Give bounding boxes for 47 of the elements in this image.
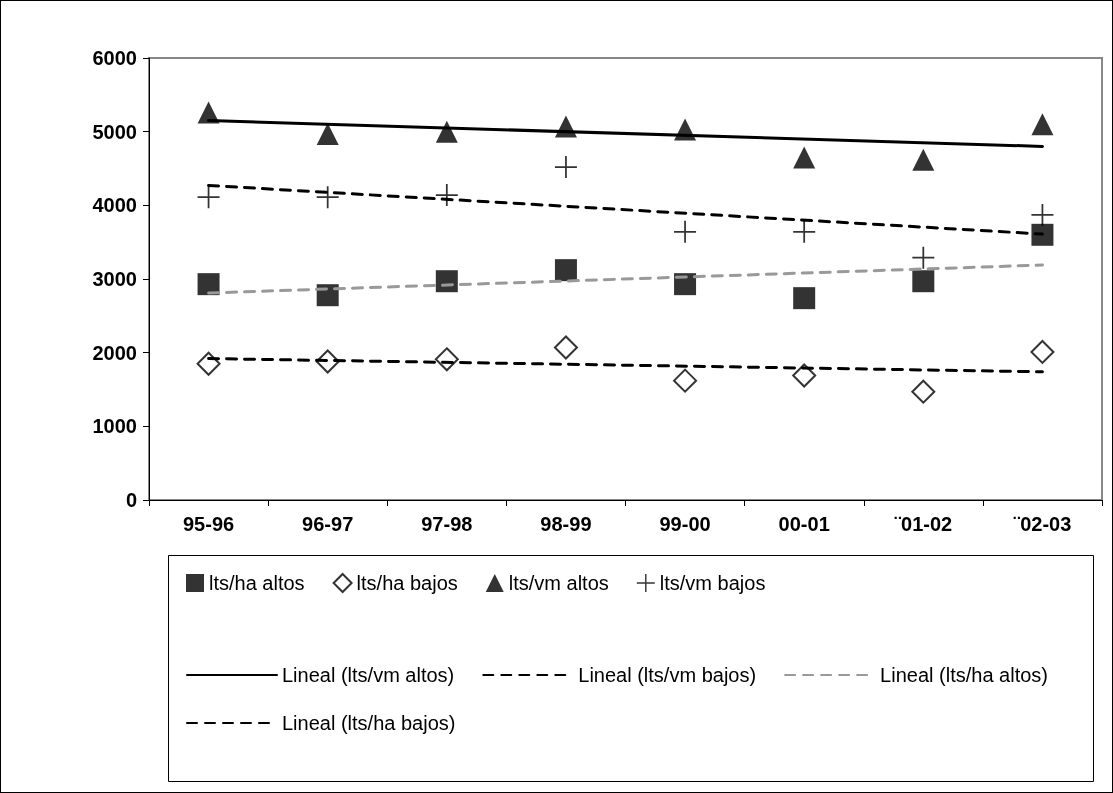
y-tick-label: 4000 <box>92 194 137 217</box>
y-tick-label: 2000 <box>92 341 137 364</box>
legend-label: Lineal (lts/vm altos) <box>282 664 455 686</box>
point <box>196 351 221 376</box>
legend-label: Lineal (lts/ha altos) <box>880 664 1048 686</box>
legend-label: lts/ha bajos <box>356 572 458 594</box>
point <box>1031 223 1054 246</box>
point <box>435 120 458 143</box>
point <box>1030 339 1055 364</box>
point <box>197 101 220 124</box>
x-tick-label: 00-01 <box>778 513 830 535</box>
legend-label: lts/vm altos <box>508 572 609 594</box>
y-tick-label: 5000 <box>92 120 137 143</box>
x-tick-label: 99-00 <box>659 513 711 535</box>
point <box>553 335 578 360</box>
y-tick-label: 0 <box>125 489 137 511</box>
point <box>1031 113 1054 136</box>
x-tick-label: ¨02-03 <box>1013 513 1072 535</box>
x-tick-label: ¨01-02 <box>894 513 953 535</box>
point <box>911 379 936 404</box>
point <box>793 220 816 243</box>
x-tick-label: 97-98 <box>421 513 473 535</box>
point <box>316 186 339 209</box>
point <box>435 184 458 207</box>
point <box>912 270 935 293</box>
legend-label: lts/ha altos <box>209 572 305 594</box>
point <box>792 363 817 388</box>
point <box>912 148 935 171</box>
point <box>793 146 816 169</box>
point <box>554 259 577 282</box>
x-tick-label: 95-96 <box>182 513 235 535</box>
x-tick-label: 96-97 <box>302 513 354 535</box>
legend-label: Lineal (lts/ha bajos) <box>282 712 456 734</box>
point <box>554 156 577 179</box>
y-tick-label: 6000 <box>92 47 137 69</box>
point <box>673 368 698 393</box>
x-tick-label: 98-99 <box>540 513 592 535</box>
point <box>674 273 697 296</box>
y-tick-label: 3000 <box>92 268 137 290</box>
point <box>793 287 816 310</box>
point <box>912 246 935 269</box>
legend-label: lts/vm bajos <box>659 572 766 594</box>
legend-label: Lineal (lts/vm bajos) <box>578 664 757 686</box>
point <box>674 220 697 243</box>
y-tick-label: 1000 <box>92 415 137 438</box>
point <box>197 273 220 296</box>
point <box>435 270 458 293</box>
